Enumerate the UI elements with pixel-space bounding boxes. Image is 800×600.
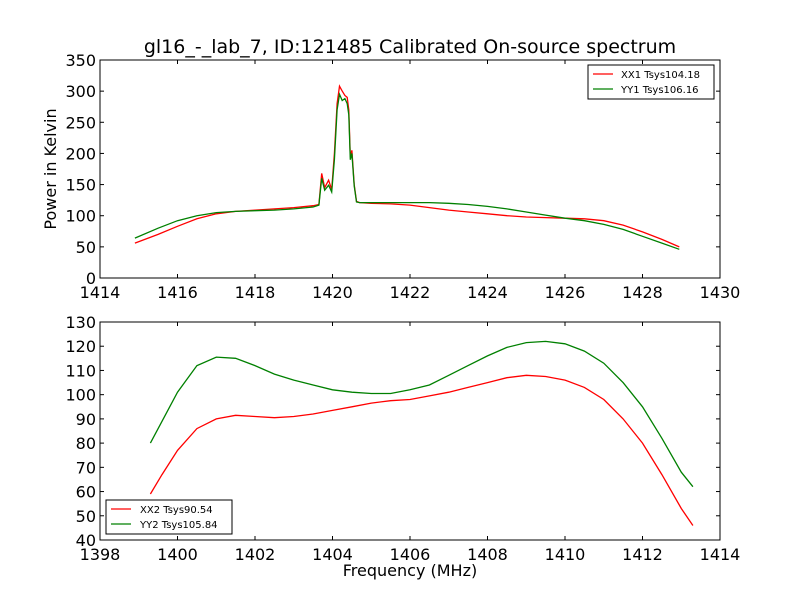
bottom-y-ticks: 40 50 60 70 80 90 100 110 120 130 [65, 313, 720, 550]
top-y-tick-label: 350 [65, 51, 96, 70]
bottom-panel: 1398 1400 1402 1404 1406 1408 1410 1412 1414 40 5… [65, 313, 740, 580]
bottom-legend-label-xx2: XX2 Tsys90.54 [140, 505, 213, 516]
bottom-series-group [149, 340, 694, 526]
bottom-legend-label-yy2: YY2 Tsys105.84 [139, 520, 218, 531]
top-x-tick-label: 1418 [235, 283, 276, 302]
bottom-y-tick-label: 100 [65, 386, 96, 405]
top-legend: XX1 Tsys104.18 YY1 Tsys106.16 [587, 64, 715, 100]
top-x-tick-label: 1416 [157, 283, 198, 302]
bottom-legend: XX2 Tsys90.54 YY2 Tsys105.84 [105, 499, 233, 535]
top-series-group [134, 84, 680, 250]
bottom-y-tick-label: 40 [76, 531, 96, 550]
bottom-y-tick-label: 90 [76, 410, 96, 429]
top-legend-label-yy1: YY1 Tsys106.16 [620, 85, 699, 96]
top-y-axis-label: Power in Kelvin [41, 108, 60, 229]
top-legend-box [587, 64, 715, 100]
bottom-y-tick-label: 70 [76, 458, 96, 477]
bottom-y-tick-label: 60 [76, 483, 96, 502]
top-x-tick-label: 1424 [467, 283, 508, 302]
top-x-ticks: 1414 1416 1418 1420 1422 1424 1426 1428 1430 [80, 60, 741, 302]
bottom-x-tick-label: 1414 [700, 545, 741, 564]
bottom-x-tick-label: 1406 [390, 545, 431, 564]
bottom-y-tick-label: 80 [76, 434, 96, 453]
top-series-line-yy [134, 91, 680, 250]
top-x-tick-label: 1426 [545, 283, 586, 302]
chart-title: gl16_-_lab_7, ID:121485 Calibrated On-so… [144, 36, 676, 58]
bottom-y-tick-label: 110 [65, 361, 96, 380]
bottom-x-ticks: 1398 1400 1402 1404 1406 1408 1410 1412 1414 [80, 322, 741, 564]
top-x-tick-label: 1420 [312, 283, 353, 302]
top-x-tick-label: 1430 [700, 283, 741, 302]
bottom-x-tick-label: 1410 [545, 545, 586, 564]
top-y-tick-label: 150 [65, 176, 96, 195]
top-panel: 1414 1416 1418 1420 1422 1424 1426 1428 1430 0 50… [41, 51, 740, 302]
bottom-x-tick-label: 1404 [312, 545, 353, 564]
top-y-tick-label: 250 [65, 113, 96, 132]
bottom-y-tick-label: 120 [65, 337, 96, 356]
top-y-tick-label: 0 [86, 269, 96, 288]
top-y-tick-label: 50 [76, 238, 96, 257]
top-y-tick-label: 100 [65, 207, 96, 226]
bottom-x-axis-label: Frequency (MHz) [343, 561, 477, 580]
top-y-tick-label: 300 [65, 82, 96, 101]
top-legend-label-xx1: XX1 Tsys104.18 [621, 70, 700, 81]
bottom-y-tick-label: 50 [76, 507, 96, 526]
top-y-tick-label: 200 [65, 144, 96, 163]
bottom-x-tick-label: 1400 [157, 545, 198, 564]
bottom-x-tick-label: 1398 [80, 545, 121, 564]
top-x-tick-label: 1422 [390, 283, 431, 302]
bottom-y-tick-label: 130 [65, 313, 96, 332]
top-x-tick-label: 1414 [80, 283, 121, 302]
top-x-tick-label: 1428 [622, 283, 663, 302]
bottom-series-line-yy [149, 340, 694, 488]
bottom-legend-box [105, 499, 233, 535]
top-y-ticks: 0 50 100 150 200 250 300 350 [65, 51, 720, 288]
bottom-x-tick-label: 1402 [235, 545, 276, 564]
bottom-x-tick-label: 1408 [467, 545, 508, 564]
bottom-series-line-xx [149, 374, 694, 526]
bottom-x-tick-label: 1412 [622, 545, 663, 564]
